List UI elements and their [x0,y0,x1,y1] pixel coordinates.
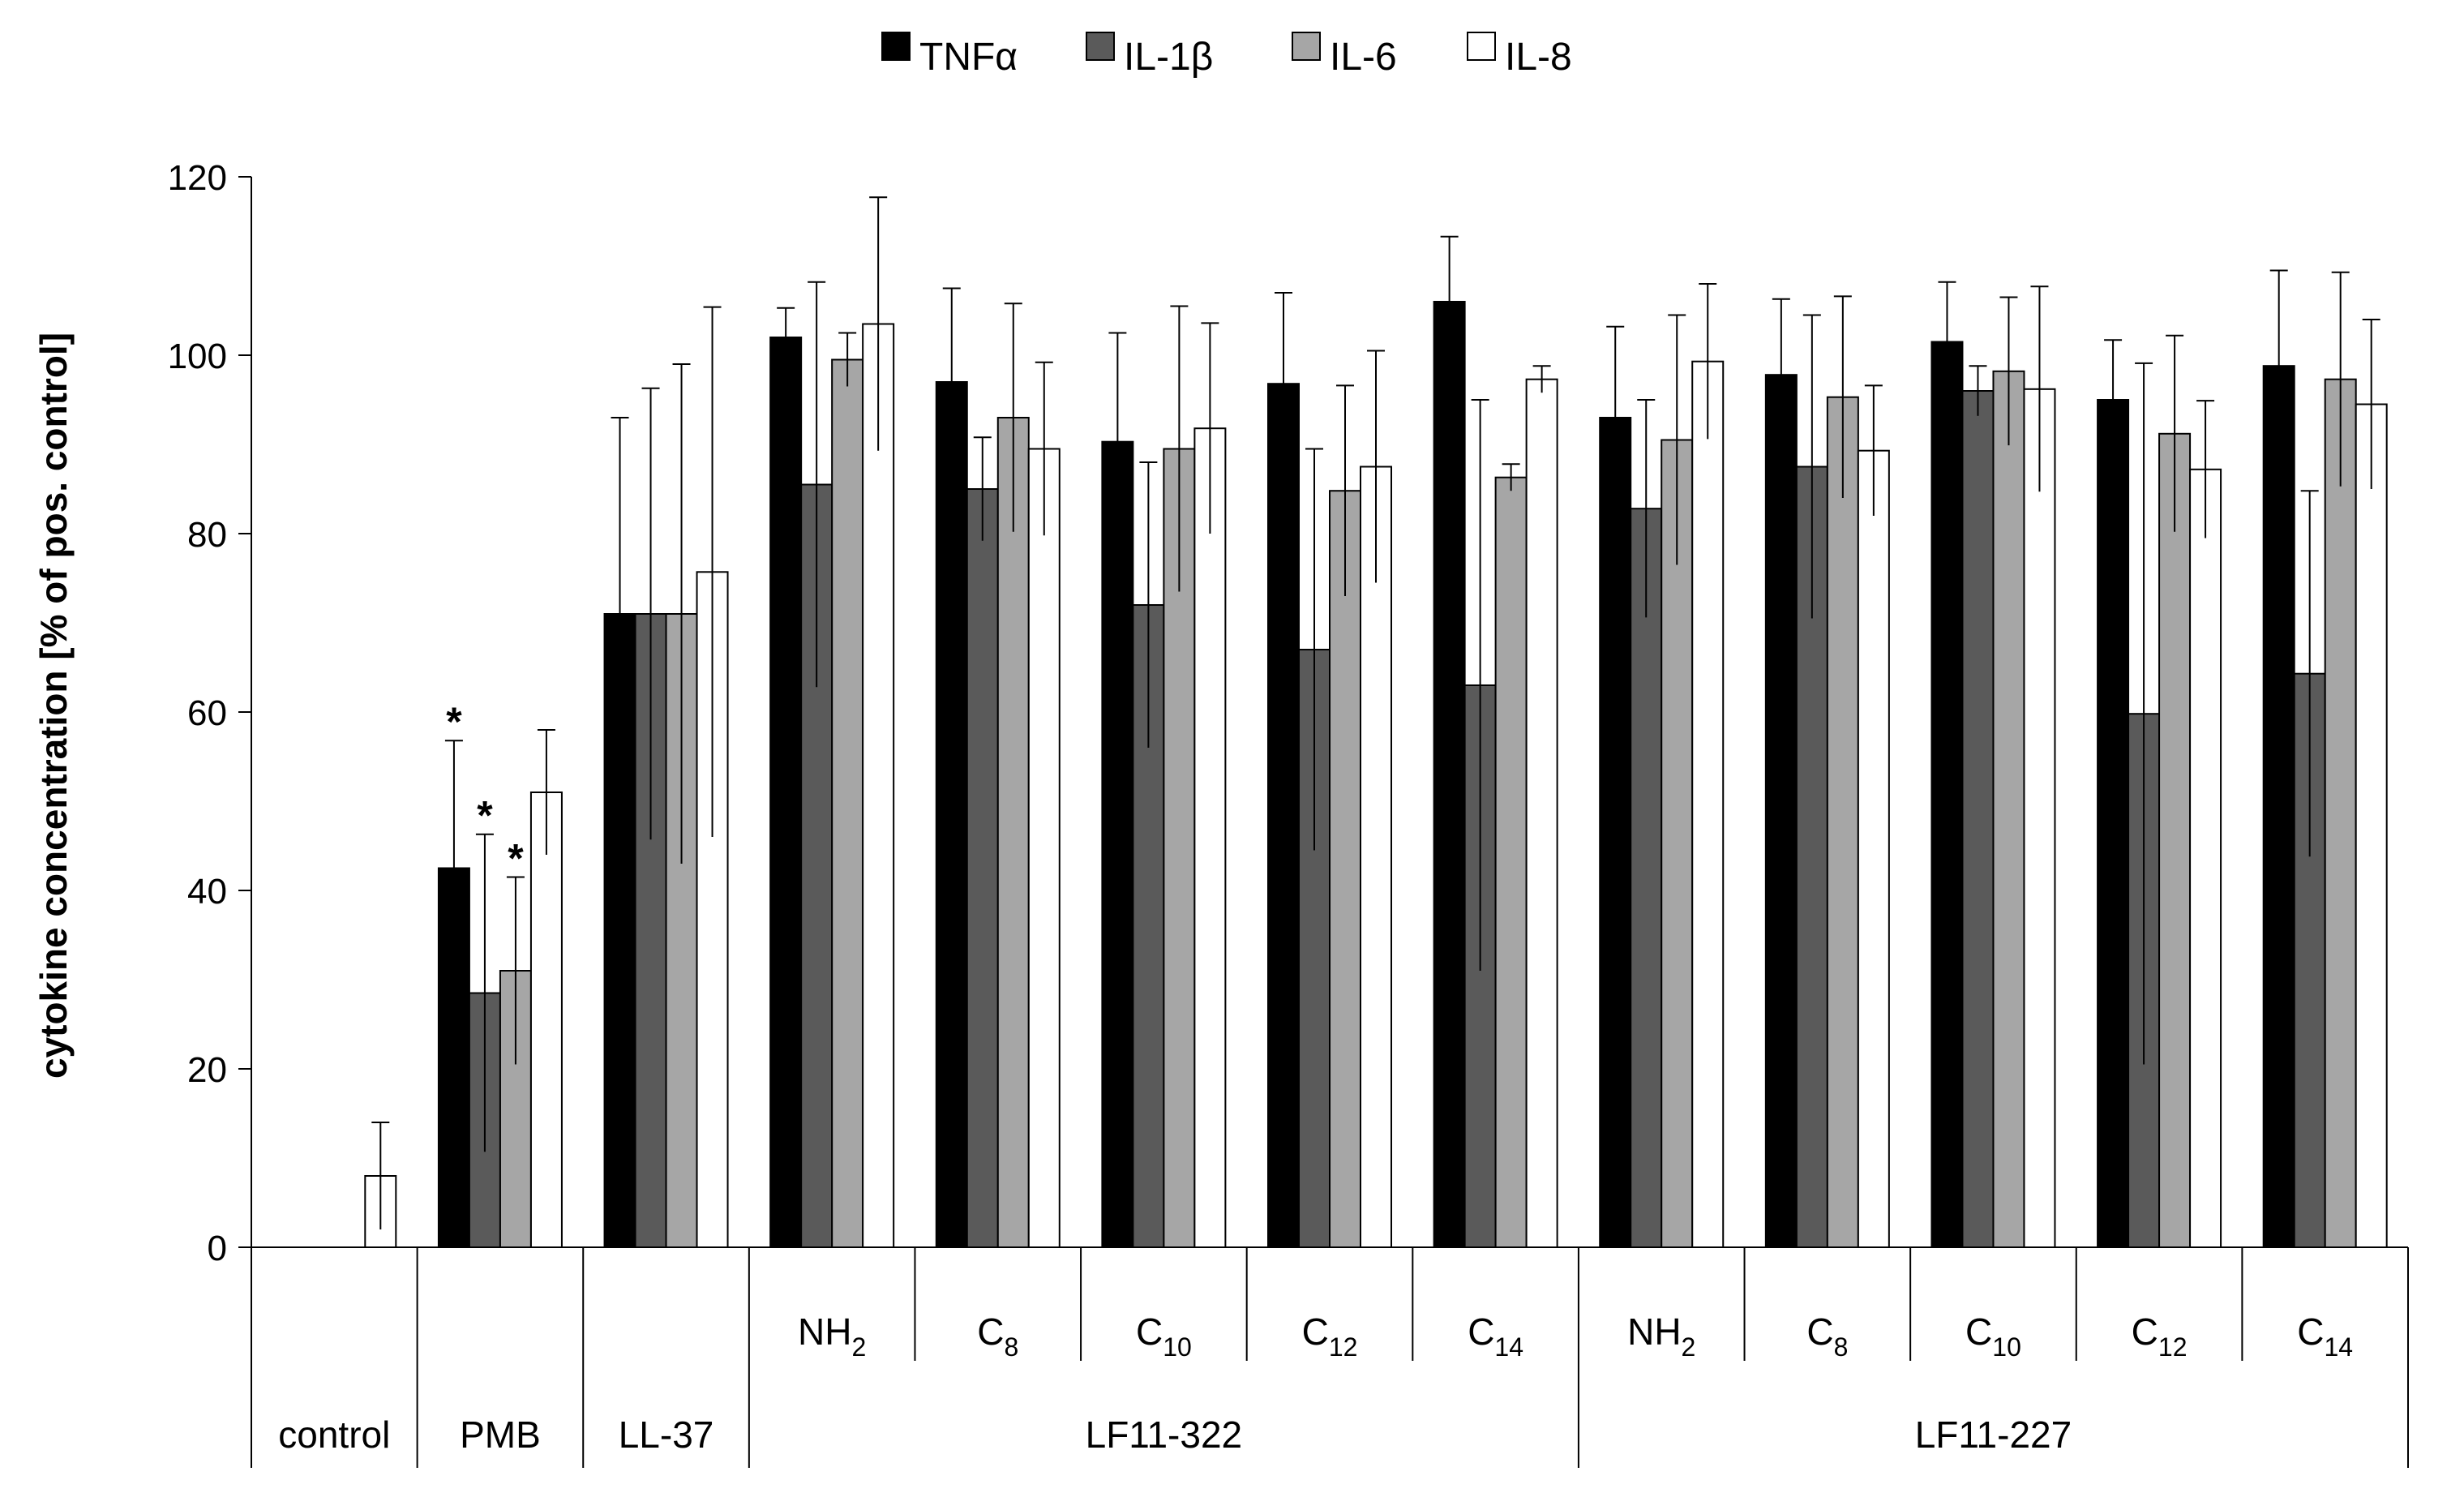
bar-IL-8 [1193,427,1227,1248]
bar-IL-6 [996,417,1030,1248]
legend: TNFα IL-1β IL-6 IL-8 [881,32,1572,79]
bar-IL-8 [2189,468,2222,1248]
bar-IL-8 [2023,388,2056,1248]
bar-TNFα [1101,440,1134,1248]
category-label: control [278,1414,390,1456]
bar-IL-8 [1857,449,1890,1248]
bar-IL-8 [1027,448,1061,1248]
error-bars [371,196,2380,1229]
significance-star: * [477,793,493,839]
y-tick-label: 60 [187,693,227,733]
bar-IL-6 [1494,476,1528,1248]
bar-TNFα [935,381,968,1248]
bar-TNFα [1930,341,1964,1248]
category-label: C10 [1136,1311,1192,1362]
bar-TNFα [1599,417,1632,1248]
category-label: C10 [1965,1311,2021,1362]
y-tick-label: 120 [168,158,227,198]
category-label: NH2 [798,1311,866,1362]
bar-IL-6 [1329,490,1361,1248]
bar-TNFα [769,337,803,1248]
y-axis-label: cytokine concentration [% of pos. contro… [32,332,75,1079]
x-axis: control PMB LL-37 NH2 C8 C10 C12 C14 NH2 C8 C10 C12… [251,1246,2409,1468]
legend-swatch [1467,32,1496,61]
legend-label: IL-6 [1330,36,1397,79]
legend-swatch [881,32,911,61]
legend-swatch [1086,32,1115,61]
category-label: C8 [1806,1311,1848,1362]
bar-IL-8 [1525,378,1558,1249]
y-tick-label: 80 [187,515,227,555]
y-axis: 0 20 40 60 80 100 120 [168,158,252,1268]
legend-label: IL-8 [1505,36,1572,79]
category-label: LL-37 [619,1414,714,1456]
y-tick-label: 40 [187,872,227,912]
bar-IL-8 [1360,465,1392,1248]
category-label: C12 [2132,1311,2188,1362]
bar-IL-8 [1691,360,1725,1249]
category-label: C14 [2297,1311,2353,1362]
legend-label: TNFα [919,36,1018,79]
bar-IL-6 [2324,378,2357,1249]
group-label: LF11-227 [1915,1414,2072,1456]
bar-TNFα [2097,399,2130,1248]
bar-IL-1β [1630,508,1663,1248]
bar-TNFα [1267,383,1300,1249]
significance-star: * [446,699,462,744]
category-label: C14 [1468,1311,1523,1362]
legend-swatch [1292,32,1321,61]
bar-IL-8 [862,323,895,1248]
bar-IL-1β [966,488,999,1248]
legend-label: IL-1β [1124,36,1213,79]
category-label: PMB [460,1414,541,1456]
y-tick-label: 20 [187,1050,227,1090]
category-label: C12 [1302,1311,1358,1362]
y-tick-label: 0 [208,1229,227,1268]
significance-star: * [508,836,524,882]
bar-IL-1β [1961,390,1995,1248]
bar-TNFα [1433,301,1466,1248]
bar-IL-8 [2355,403,2388,1248]
bar-TNFα [2262,365,2295,1249]
bar-TNFα [1764,374,1798,1249]
group-label: LF11-322 [1086,1414,1243,1456]
significance-markers: * * * [446,699,524,881]
category-label: NH2 [1627,1311,1695,1362]
y-tick-label: 100 [168,337,227,376]
bar-IL-6 [2158,432,2192,1248]
bar-IL-6 [1992,370,2025,1248]
bar-IL-8 [529,792,563,1248]
category-label: C8 [977,1311,1018,1362]
bar-IL-6 [1826,396,1859,1249]
bar-IL-6 [831,358,864,1248]
